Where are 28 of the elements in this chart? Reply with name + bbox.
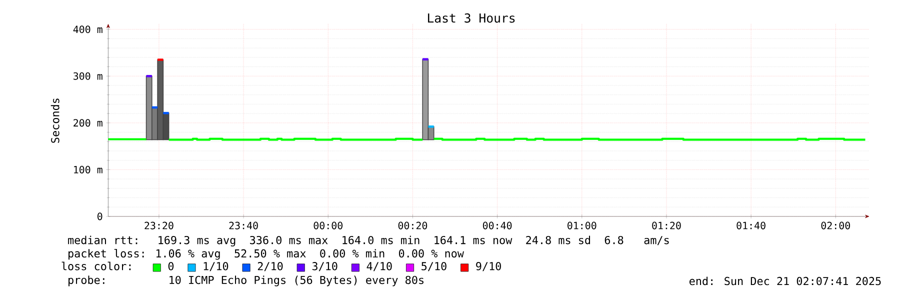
legend-label: 2/10: [258, 262, 283, 272]
text: end: Sun Dec 21 02:07:41 2025: [689, 276, 881, 286]
y-tick-label: 200 m: [74, 118, 102, 127]
y-tick-label: 100 m: [74, 166, 102, 174]
y-tick-label: 0: [98, 212, 102, 220]
x-tick-label: 01:20: [652, 222, 681, 230]
x-tick-label: 00:20: [398, 222, 428, 230]
y-axis-title: Seconds: [50, 98, 60, 143]
text: probe: 10 ICMP Echo Pings (56 Bytes) every 80s: [68, 276, 424, 286]
chart-title: Last 3 Hours: [428, 13, 515, 23]
legend-label: 0: [168, 262, 174, 270]
x-tick-label: 23:40: [229, 222, 258, 230]
legend-label: 4/10: [366, 262, 392, 272]
x-tick-label: 02:00: [821, 222, 850, 230]
legend-label: 5/10: [422, 262, 446, 272]
x-tick-label: 23:20: [144, 222, 174, 230]
legend-title: loss color:: [62, 262, 131, 270]
text: median rtt: 169.3 ms avg 336.0 ms max 164.0 ms min 164.1 ms now 24.8 ms sd 6.8 am/s: [68, 236, 669, 246]
y-tick-label: 400 m: [73, 25, 102, 33]
legend-label: 3/10: [312, 262, 338, 272]
legend-label: 1/10: [204, 262, 228, 272]
y-tick-label: 300 m: [74, 72, 102, 80]
x-tick-label: 00:40: [482, 222, 512, 230]
x-tick-label: 01:40: [736, 222, 766, 230]
x-tick-label: 01:00: [568, 222, 596, 230]
legend-label: 9/10: [476, 262, 501, 272]
text: packet loss: 1.06 % avg 52.50 % max 0.00 % min 0.00 % now: [68, 248, 464, 260]
x-tick-label: 00:00: [314, 222, 342, 230]
